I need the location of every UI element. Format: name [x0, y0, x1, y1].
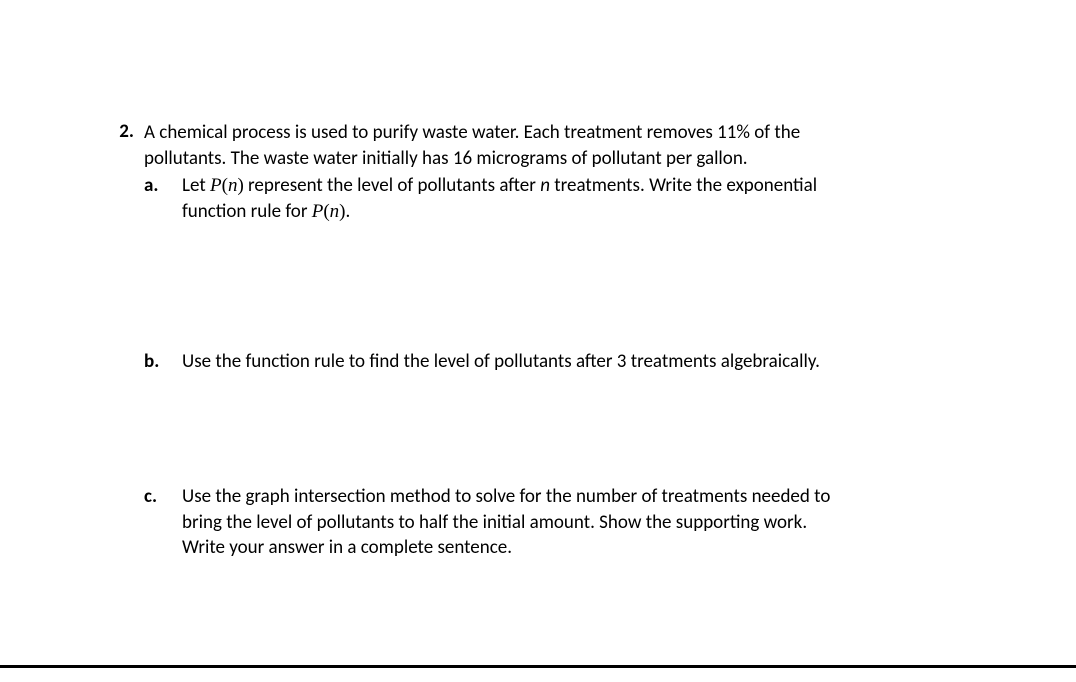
part-a-t5: .	[346, 200, 351, 223]
part-b-letter: b.	[144, 349, 182, 375]
part-a-body: Let P(n) represent the level of pollutan…	[182, 173, 968, 224]
part-c-line2: bring the level of pollutants to half th…	[182, 511, 807, 534]
problem-number: 2.	[108, 120, 144, 143]
part-a: a. Let P(n) represent the level of pollu…	[144, 173, 968, 224]
footer-rule	[0, 665, 1076, 668]
page-content: 2. A chemical process is used to purify …	[0, 0, 1076, 561]
math-n: n	[228, 175, 238, 196]
problem-intro: A chemical process is used to purify was…	[144, 120, 968, 171]
math-P: P	[210, 175, 222, 196]
italic-n: n	[540, 174, 550, 197]
part-c: c. Use the graph intersection method to …	[144, 484, 968, 561]
math-P-2: P	[312, 201, 324, 222]
part-c-line3: Write your answer in a complete sentence…	[182, 536, 512, 559]
part-b-body: Use the function rule to find the level …	[182, 349, 968, 375]
problem-body: A chemical process is used to purify was…	[144, 120, 968, 561]
part-c-body: Use the graph intersection method to sol…	[182, 484, 968, 561]
part-a-t2: represent the level of pollutants after	[244, 174, 540, 197]
part-a-letter: a.	[144, 173, 182, 199]
part-a-t4: function rule for	[182, 200, 312, 223]
part-b: b. Use the function rule to find the lev…	[144, 349, 968, 375]
part-a-t1: Let	[182, 174, 210, 197]
math-n-2: n	[330, 201, 340, 222]
intro-line-2: pollutants. The waste water initially ha…	[144, 147, 748, 170]
problem-2: 2. A chemical process is used to purify …	[108, 120, 968, 561]
intro-line-1: A chemical process is used to purify was…	[144, 121, 800, 144]
part-a-t3: treatments. Write the exponential	[550, 174, 817, 197]
part-c-letter: c.	[144, 484, 182, 510]
part-c-line1: Use the graph intersection method to sol…	[182, 485, 830, 508]
